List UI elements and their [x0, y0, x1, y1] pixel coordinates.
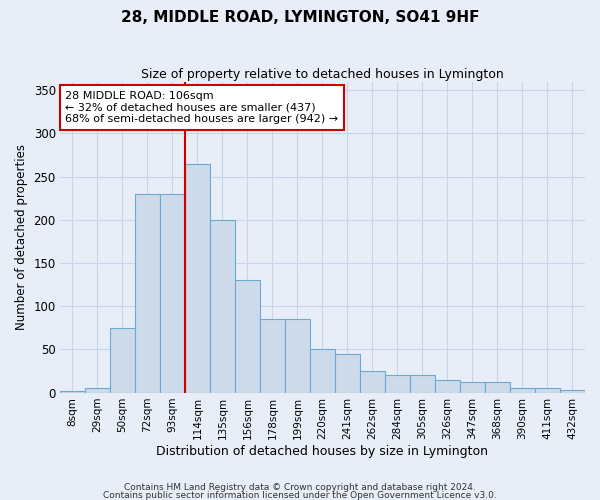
Bar: [285, 319, 310, 392]
Bar: [560, 390, 585, 392]
Text: 28 MIDDLE ROAD: 106sqm
← 32% of detached houses are smaller (437)
68% of semi-de: 28 MIDDLE ROAD: 106sqm ← 32% of detached…: [65, 91, 338, 124]
Text: Contains public sector information licensed under the Open Government Licence v3: Contains public sector information licen…: [103, 490, 497, 500]
Bar: [335, 354, 360, 393]
Bar: [235, 280, 260, 392]
Bar: [510, 388, 535, 392]
X-axis label: Distribution of detached houses by size in Lymington: Distribution of detached houses by size …: [157, 444, 488, 458]
Bar: [260, 319, 285, 392]
Bar: [60, 391, 85, 392]
Bar: [410, 376, 435, 392]
Bar: [435, 380, 460, 392]
Bar: [85, 388, 110, 392]
Bar: [485, 382, 510, 392]
Title: Size of property relative to detached houses in Lymington: Size of property relative to detached ho…: [141, 68, 504, 80]
Y-axis label: Number of detached properties: Number of detached properties: [15, 144, 28, 330]
Text: 28, MIDDLE ROAD, LYMINGTON, SO41 9HF: 28, MIDDLE ROAD, LYMINGTON, SO41 9HF: [121, 10, 479, 25]
Bar: [135, 194, 160, 392]
Bar: [535, 388, 560, 392]
Text: Contains HM Land Registry data © Crown copyright and database right 2024.: Contains HM Land Registry data © Crown c…: [124, 484, 476, 492]
Bar: [185, 164, 210, 392]
Bar: [310, 350, 335, 393]
Bar: [460, 382, 485, 392]
Bar: [385, 376, 410, 392]
Bar: [110, 328, 135, 392]
Bar: [160, 194, 185, 392]
Bar: [360, 371, 385, 392]
Bar: [210, 220, 235, 392]
